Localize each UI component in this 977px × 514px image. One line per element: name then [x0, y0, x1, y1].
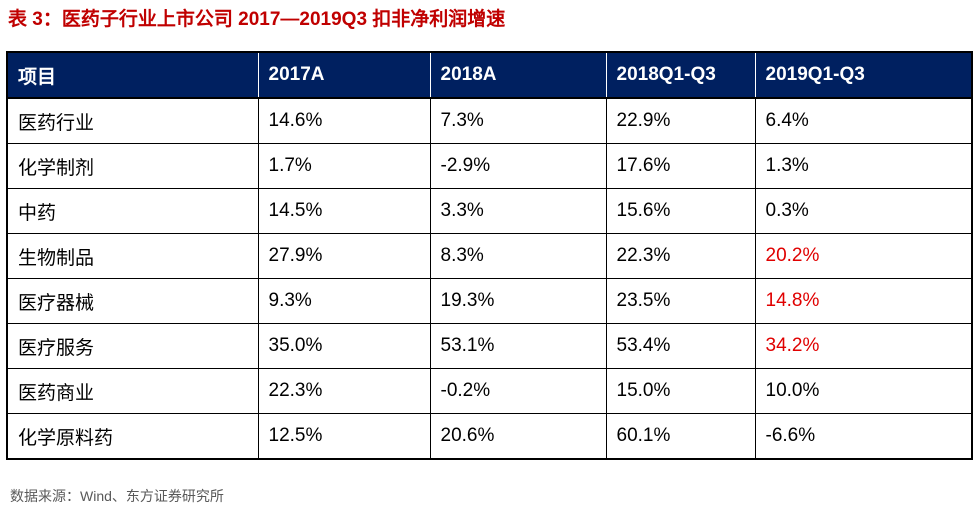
cell-2018a: 53.1%	[429, 323, 607, 369]
cell-2017a: 27.9%	[257, 233, 431, 279]
cell-2017a: 14.6%	[257, 97, 431, 144]
table-row: 化学原料药 12.5% 20.6% 60.1% -6.6%	[6, 413, 973, 460]
cell-2017a: 12.5%	[257, 413, 431, 460]
table-row: 医疗器械 9.3% 19.3% 23.5% 14.8%	[6, 278, 973, 324]
table-row: 中药 14.5% 3.3% 15.6% 0.3%	[6, 188, 973, 234]
table-row: 医药行业 14.6% 7.3% 22.9% 6.4%	[6, 97, 973, 144]
table-title: 表 3：医药子行业上市公司 2017—2019Q3 扣非净利润增速	[8, 9, 506, 30]
cell-2019q1-q3: -6.6%	[754, 413, 973, 460]
cell-2018q1-q3: 23.5%	[605, 278, 756, 324]
cell-2018a: -2.9%	[429, 143, 607, 189]
cell-2018q1-q3: 15.6%	[605, 188, 756, 234]
cell-2017a: 9.3%	[257, 278, 431, 324]
cell-2018q1-q3: 22.9%	[605, 97, 756, 144]
cell-2018a: 8.3%	[429, 233, 607, 279]
cell-2019q1-q3: 6.4%	[754, 97, 973, 144]
row-label: 医疗服务	[6, 323, 259, 369]
table-row: 医疗服务 35.0% 53.1% 53.4% 34.2%	[6, 323, 973, 369]
row-label: 医药行业	[6, 97, 259, 144]
header-2017a: 2017A	[258, 51, 431, 99]
header-item: 项目	[6, 51, 259, 99]
table-row: 化学制剂 1.7% -2.9% 17.6% 1.3%	[6, 143, 973, 189]
cell-2018a: 3.3%	[429, 188, 607, 234]
growth-table: 项目 2017A 2018A 2018Q1-Q3 2019Q1-Q3 医药行业 1…	[6, 51, 973, 460]
source-note: 数据来源：Wind、东方证券研究所	[10, 488, 224, 504]
cell-2018q1-q3: 53.4%	[605, 323, 756, 369]
cell-2017a: 22.3%	[257, 368, 431, 414]
cell-2017a: 14.5%	[257, 188, 431, 234]
cell-2018q1-q3: 17.6%	[605, 143, 756, 189]
header-row: 项目 2017A 2018A 2018Q1-Q3 2019Q1-Q3	[6, 51, 973, 99]
cell-2018a: 20.6%	[429, 413, 607, 460]
cell-2017a: 35.0%	[257, 323, 431, 369]
cell-2017a: 1.7%	[257, 143, 431, 189]
header-2018a: 2018A	[430, 51, 607, 99]
row-label: 医药商业	[6, 368, 259, 414]
row-label: 中药	[6, 188, 259, 234]
row-label: 化学制剂	[6, 143, 259, 189]
cell-2018q1-q3: 22.3%	[605, 233, 756, 279]
cell-2018a: -0.2%	[429, 368, 607, 414]
header-2018q1-q3: 2018Q1-Q3	[606, 51, 756, 99]
cell-2019q1-q3: 14.8%	[754, 278, 973, 324]
table-row: 医药商业 22.3% -0.2% 15.0% 10.0%	[6, 368, 973, 414]
cell-2018q1-q3: 60.1%	[605, 413, 756, 460]
cell-2019q1-q3: 10.0%	[754, 368, 973, 414]
cell-2018a: 7.3%	[429, 97, 607, 144]
cell-2019q1-q3: 34.2%	[754, 323, 973, 369]
cell-2019q1-q3: 1.3%	[754, 143, 973, 189]
cell-2019q1-q3: 20.2%	[754, 233, 973, 279]
row-label: 医疗器械	[6, 278, 259, 324]
row-label: 生物制品	[6, 233, 259, 279]
row-label: 化学原料药	[6, 413, 259, 460]
cell-2018a: 19.3%	[429, 278, 607, 324]
cell-2019q1-q3: 0.3%	[754, 188, 973, 234]
header-2019q1-q3: 2019Q1-Q3	[755, 51, 973, 99]
cell-2018q1-q3: 15.0%	[605, 368, 756, 414]
table-row: 生物制品 27.9% 8.3% 22.3% 20.2%	[6, 233, 973, 279]
